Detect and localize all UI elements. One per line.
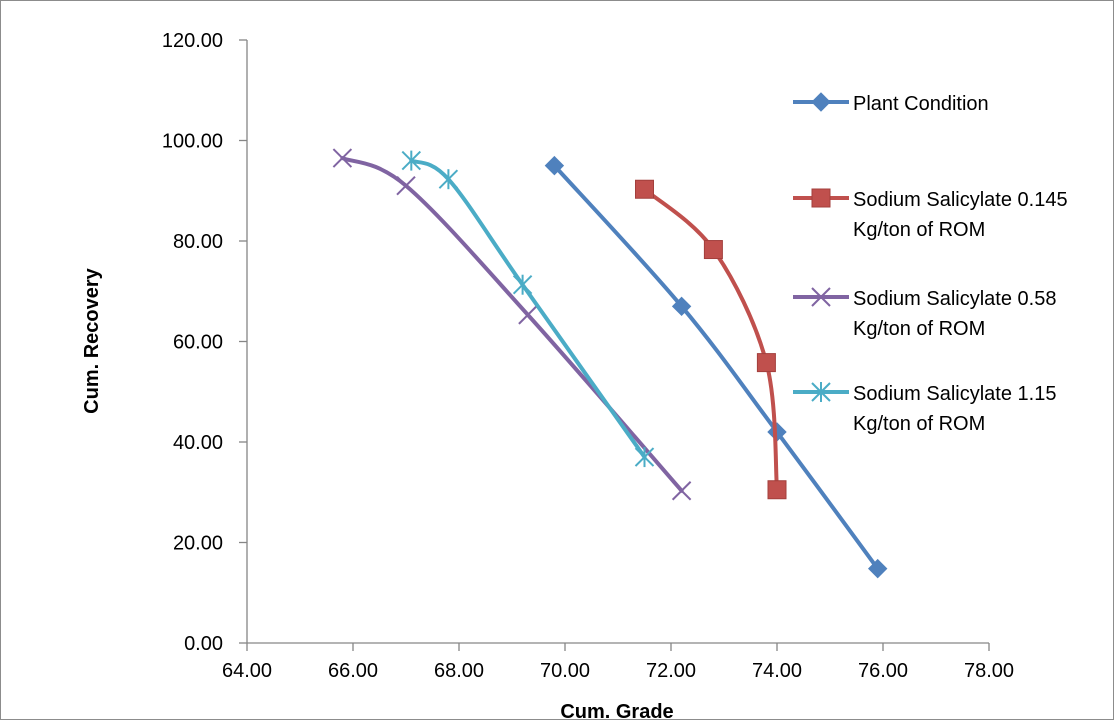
data-point-marker <box>671 296 692 317</box>
series-line-3 <box>340 156 684 493</box>
data-point-marker <box>756 353 776 373</box>
legend-label: Kg/ton of ROM <box>853 318 985 340</box>
y-tick-label: 20.00 <box>173 533 223 555</box>
legend-label: Sodium Salicylate 1.15 <box>853 383 1056 405</box>
legend-label: Kg/ton of ROM <box>853 413 985 435</box>
data-point-marker <box>512 274 533 295</box>
x-tick-label: 70.00 <box>540 660 590 682</box>
y-tick-label: 40.00 <box>173 432 223 454</box>
series-line-1 <box>552 163 880 571</box>
data-point-marker <box>867 558 888 579</box>
series-layer <box>332 148 888 579</box>
x-tick-label: 78.00 <box>964 660 1014 682</box>
legend-swatch-marker <box>811 92 831 112</box>
data-point-marker <box>396 176 416 196</box>
data-point-marker <box>634 447 655 468</box>
series-line-4 <box>409 158 647 460</box>
legend-label: Sodium Salicylate 0.145 <box>853 189 1068 211</box>
series-line-2 <box>642 187 779 492</box>
axes-layer: 0.00 20.00 40.00 60.00 80.00 100.00 120.00 64.0… <box>162 30 1014 682</box>
x-tick-label: 68.00 <box>434 660 484 682</box>
data-point-marker <box>671 481 692 501</box>
y-tick-label: 0.00 <box>184 633 223 655</box>
y-tick-label: 100.00 <box>162 131 223 153</box>
data-point-marker <box>401 150 422 171</box>
x-tick-label: 76.00 <box>858 660 908 682</box>
data-point-marker <box>332 148 353 168</box>
data-point-marker <box>438 169 459 190</box>
x-tick-label: 74.00 <box>752 660 802 682</box>
x-tick-label: 64.00 <box>222 660 272 682</box>
legend-swatch-marker <box>811 382 831 402</box>
legend-item-2: Sodium Salicylate 0.145 Kg/ton of ROM <box>793 188 1068 241</box>
y-tick-label: 120.00 <box>162 30 223 52</box>
data-point-marker <box>518 305 538 325</box>
legend-layer: Plant Condition Sodium Salicylate 0.145 Kg… <box>793 92 1068 435</box>
y-tick-label: 60.00 <box>173 332 223 354</box>
data-point-marker <box>635 179 654 199</box>
legend-swatch-marker <box>811 287 831 307</box>
y-tick-label: 80.00 <box>173 231 223 253</box>
data-point-marker <box>767 480 787 500</box>
data-point-marker <box>703 240 723 260</box>
x-axis-title: Cum. Grade <box>560 701 673 721</box>
legend-item-1: Plant Condition <box>793 92 989 115</box>
x-tick-label: 72.00 <box>646 660 696 682</box>
y-axis-title: Cum. Recovery <box>81 267 103 413</box>
legend-label: Kg/ton of ROM <box>853 219 985 241</box>
legend-label: Sodium Salicylate 0.58 <box>853 288 1056 310</box>
legend-item-3: Sodium Salicylate 0.58 Kg/ton of ROM <box>793 287 1056 340</box>
legend-label: Plant Condition <box>853 93 989 115</box>
legend-item-4: Sodium Salicylate 1.15 Kg/ton of ROM <box>793 382 1056 435</box>
x-tick-label: 66.00 <box>328 660 378 682</box>
data-point-marker <box>544 155 565 176</box>
legend-swatch-marker <box>811 188 831 208</box>
